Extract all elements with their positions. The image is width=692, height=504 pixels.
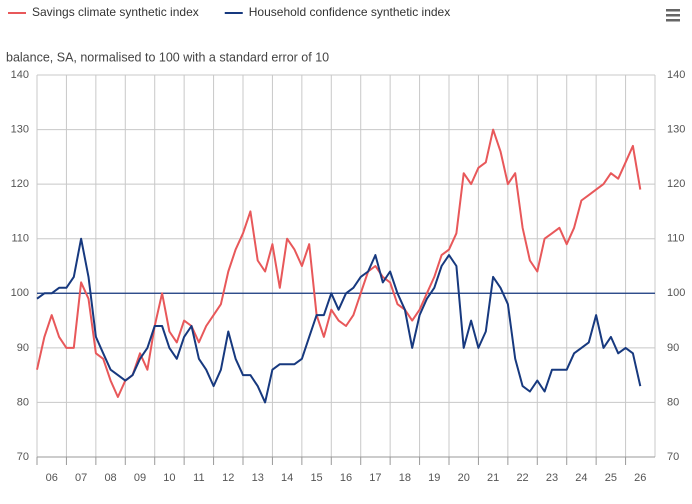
y-tick-label: 130 [11, 123, 29, 135]
y-tick-label: 90 [17, 342, 29, 354]
y-tick-label: 110 [11, 233, 29, 245]
legend-label: Household confidence synthetic index [249, 5, 450, 19]
series-line [36, 128, 642, 398]
x-tick-label: 08 [104, 472, 116, 484]
subtitle: balance, SA, normalised to 100 with a st… [6, 50, 329, 64]
y2-tick-label: 120 [667, 178, 685, 190]
y2-tick-label: 70 [667, 451, 679, 463]
x-tick-label: 23 [546, 472, 558, 484]
x-tick-label: 18 [399, 472, 411, 484]
series-line [36, 237, 642, 404]
menu-icon[interactable] [666, 9, 680, 22]
y2-tick-label: 140 [667, 69, 685, 81]
y2-tick-label: 110 [667, 233, 685, 245]
y2-tick-label: 130 [667, 123, 685, 135]
x-tick-label: 09 [134, 472, 146, 484]
x-tick-label: 07 [75, 472, 87, 484]
x-tick-label: 11 [193, 472, 204, 484]
x-tick-label: 12 [222, 472, 234, 484]
y2-tick-label: 80 [667, 396, 679, 408]
x-tick-label: 13 [252, 472, 264, 484]
legend-item[interactable]: Savings climate synthetic index [8, 5, 199, 19]
x-tick-label: 16 [340, 472, 352, 484]
x-tick-label: 26 [634, 472, 646, 484]
legend-label: Savings climate synthetic index [32, 5, 199, 19]
x-tick-label: 10 [163, 472, 175, 484]
x-tick-label: 17 [369, 472, 381, 484]
x-tick-label: 22 [516, 472, 528, 484]
x-tick-label: 14 [281, 472, 293, 484]
x-tick-label: 19 [428, 472, 440, 484]
legend: Savings climate synthetic index Household… [8, 5, 450, 19]
y2-tick-label: 90 [667, 342, 679, 354]
x-tick-label: 06 [46, 472, 58, 484]
y-tick-label: 100 [11, 287, 29, 299]
legend-item[interactable]: Household confidence synthetic index [224, 5, 450, 19]
x-tick-label: 25 [605, 472, 617, 484]
y2-tick-label: 100 [667, 287, 685, 299]
y-tick-label: 70 [17, 451, 29, 463]
y-tick-label: 140 [11, 69, 29, 81]
y-tick-label: 80 [17, 396, 29, 408]
y-tick-label: 120 [11, 178, 29, 190]
x-tick-label: 24 [575, 472, 587, 484]
x-tick-label: 20 [458, 472, 470, 484]
x-tick-label: 21 [487, 472, 499, 484]
x-tick-label: 15 [310, 472, 322, 484]
